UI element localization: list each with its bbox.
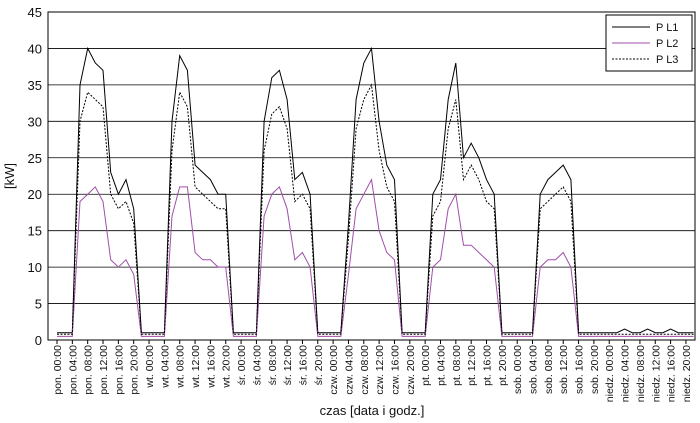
x-tick-label: sob. 08:00 bbox=[543, 345, 555, 394]
x-tick-label: czw. 12:00 bbox=[374, 345, 386, 395]
x-tick-label: śr. 12:00 bbox=[282, 345, 294, 385]
x-tick-label: pt. 08:00 bbox=[451, 345, 463, 386]
x-tick-label: czw. 00:00 bbox=[328, 345, 340, 395]
x-tick-label: pt. 16:00 bbox=[482, 345, 494, 386]
x-tick-label: pt. 20:00 bbox=[497, 345, 509, 386]
series-line bbox=[57, 178, 694, 337]
y-tick-label: 10 bbox=[28, 260, 42, 275]
x-tick-label: śr. 20:00 bbox=[313, 345, 325, 385]
legend-label: P L3 bbox=[656, 54, 678, 66]
y-tick-label: 5 bbox=[35, 297, 42, 312]
legend-label: P L1 bbox=[656, 22, 678, 34]
x-tick-label: niedz. 04:00 bbox=[620, 345, 632, 402]
series-line bbox=[57, 83, 694, 335]
x-tick-label: pon. 08:00 bbox=[83, 345, 95, 395]
x-tick-label: wt. 16:00 bbox=[205, 345, 217, 389]
x-tick-label: sob. 16:00 bbox=[574, 345, 586, 394]
y-tick-label: 15 bbox=[28, 224, 42, 239]
x-tick-label: niedz. 12:00 bbox=[650, 345, 662, 402]
y-tick-label: 35 bbox=[28, 78, 42, 93]
x-axis-label: czas [data i godz.] bbox=[320, 403, 425, 418]
x-tick-label: wt. 08:00 bbox=[175, 345, 187, 389]
x-tick-label: śr. 16:00 bbox=[297, 345, 309, 385]
y-tick-label: 40 bbox=[28, 41, 42, 56]
x-tick-label: sob. 20:00 bbox=[589, 345, 601, 394]
y-tick-label: 45 bbox=[28, 5, 42, 20]
x-tick-label: czw. 08:00 bbox=[359, 345, 371, 395]
x-tick-label: sob. 04:00 bbox=[528, 345, 540, 394]
y-tick-label: 20 bbox=[28, 187, 42, 202]
y-axis-label: [kW] bbox=[2, 163, 17, 189]
x-tick-label: niedz. 16:00 bbox=[666, 345, 678, 402]
x-tick-label: pt. 00:00 bbox=[420, 345, 432, 386]
x-tick-label: sob. 00:00 bbox=[512, 345, 524, 394]
x-tick-label: śr. 08:00 bbox=[267, 345, 279, 385]
legend-label: P L2 bbox=[656, 38, 678, 50]
x-tick-label: niedz. 20:00 bbox=[681, 345, 693, 402]
x-tick-label: pt. 12:00 bbox=[466, 345, 478, 386]
x-tick-label: pon. 00:00 bbox=[52, 345, 64, 395]
x-tick-label: wt. 12:00 bbox=[190, 345, 202, 389]
y-tick-label: 0 bbox=[35, 333, 42, 348]
x-tick-label: śr. 00:00 bbox=[236, 345, 248, 385]
x-tick-label: sob. 12:00 bbox=[558, 345, 570, 394]
x-tick-label: wt. 04:00 bbox=[159, 345, 171, 389]
series-line bbox=[57, 46, 694, 334]
plot-frame bbox=[47, 11, 696, 341]
x-tick-label: niedz. 00:00 bbox=[604, 345, 616, 402]
x-tick-label: pon. 12:00 bbox=[98, 345, 110, 395]
x-tick-label: czw. 20:00 bbox=[405, 345, 417, 395]
x-tick-label: pon. 04:00 bbox=[67, 345, 79, 395]
x-tick-label: pon. 16:00 bbox=[113, 345, 125, 395]
x-tick-label: pon. 20:00 bbox=[129, 345, 141, 395]
x-tick-label: śr. 04:00 bbox=[251, 345, 263, 385]
x-tick-label: wt. 00:00 bbox=[144, 345, 156, 389]
x-tick-label: czw. 04:00 bbox=[343, 345, 355, 395]
y-tick-label: 25 bbox=[28, 151, 42, 166]
y-tick-label: 30 bbox=[28, 114, 42, 129]
x-tick-label: czw. 16:00 bbox=[389, 345, 401, 395]
x-tick-label: niedz. 08:00 bbox=[635, 345, 647, 402]
x-tick-label: wt. 20:00 bbox=[221, 345, 233, 389]
x-tick-label: pt. 04:00 bbox=[435, 345, 447, 386]
